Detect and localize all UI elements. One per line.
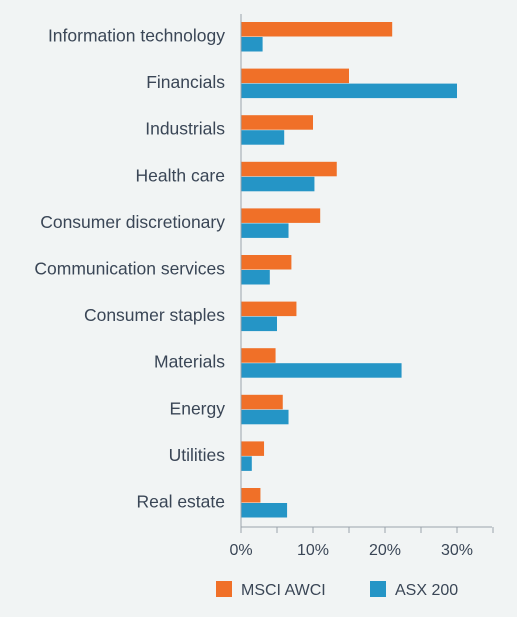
bar-msci-awci-utilities: [241, 441, 265, 456]
legend-swatch-asx-200: [370, 581, 386, 597]
category-label-industrials: Industrials: [145, 119, 225, 139]
x-tick-label-20: 20%: [369, 542, 401, 559]
bar-msci-awci-energy: [241, 394, 283, 410]
legend: MSCI AWCI ASX 200: [216, 581, 458, 599]
x-axis: 0% 10% 20% 30%: [229, 14, 494, 559]
x-tick-label-0: 0%: [229, 542, 252, 559]
category-labels: Information technology Financials Industri…: [34, 26, 225, 512]
bar-msci-awci-communication-services: [241, 255, 292, 270]
bar-asx-200-consumer-staples: [241, 316, 277, 332]
category-label-consumer-staples: Consumer staples: [84, 305, 225, 325]
bar-msci-awci-real-estate: [241, 488, 261, 503]
bar-msci-awci-consumer-staples: [241, 301, 297, 317]
bar-asx-200-industrials: [241, 130, 285, 145]
legend-label-msci-awci: MSCI AWCI: [241, 582, 326, 599]
bar-asx-200-energy: [241, 409, 289, 425]
category-label-real-estate: Real estate: [136, 492, 225, 512]
category-label-energy: Energy: [170, 398, 226, 418]
legend-swatch-msci-awci: [216, 581, 232, 597]
bar-msci-awci-financials: [241, 68, 349, 84]
bar-msci-awci-industrials: [241, 115, 313, 130]
bar-msci-awci-consumer-discretionary: [241, 208, 321, 223]
bar-asx-200-information-technology: [241, 37, 263, 52]
bar-asx-200-consumer-discretionary: [241, 223, 289, 238]
x-tick-label-30: 30%: [441, 542, 473, 559]
bar-msci-awci-materials: [241, 348, 276, 363]
bar-msci-awci-information-technology: [241, 22, 393, 37]
bars: [241, 22, 457, 518]
category-label-utilities: Utilities: [169, 445, 226, 465]
category-label-health-care: Health care: [136, 165, 226, 185]
x-tick-label-10: 10%: [297, 542, 329, 559]
bar-asx-200-health-care: [241, 176, 315, 192]
category-label-consumer-discretionary: Consumer discretionary: [40, 212, 225, 232]
bar-asx-200-materials: [241, 363, 402, 378]
category-label-communication-services: Communication services: [34, 259, 225, 279]
category-label-information-technology: Information technology: [48, 26, 225, 46]
bar-msci-awci-health-care: [241, 161, 337, 177]
bar-asx-200-financials: [241, 83, 457, 99]
category-label-materials: Materials: [154, 352, 225, 372]
category-label-financials: Financials: [146, 72, 225, 92]
legend-label-asx-200: ASX 200: [395, 582, 458, 599]
bar-asx-200-real-estate: [241, 503, 288, 518]
bar-asx-200-utilities: [241, 456, 252, 471]
bar-asx-200-communication-services: [241, 270, 270, 285]
